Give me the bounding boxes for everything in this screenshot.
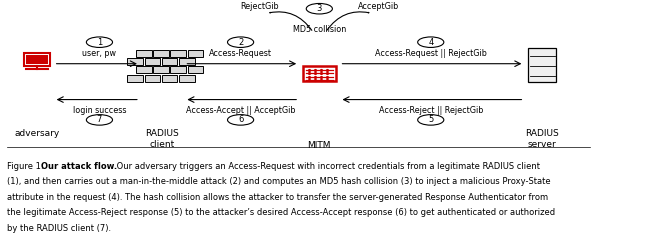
- Text: Access-Request || RejectGib: Access-Request || RejectGib: [375, 49, 487, 58]
- Bar: [179, 75, 194, 82]
- Text: the legitimate Access-Reject response (5) to the attacker’s desired Access-Accep: the legitimate Access-Reject response (5…: [7, 208, 555, 217]
- Text: 2: 2: [238, 38, 243, 47]
- Circle shape: [227, 115, 253, 125]
- Circle shape: [418, 115, 444, 125]
- Text: RADIUS
server: RADIUS server: [526, 129, 559, 149]
- Text: Access-Request: Access-Request: [209, 49, 272, 58]
- Text: 3: 3: [317, 4, 322, 13]
- FancyBboxPatch shape: [26, 55, 48, 64]
- Bar: [136, 50, 152, 57]
- Text: Our adversary triggers an Access-Request with incorrect credentials from a legit: Our adversary triggers an Access-Request…: [113, 162, 540, 171]
- Bar: [128, 75, 143, 82]
- FancyArrowPatch shape: [327, 12, 369, 30]
- Text: by the RADIUS client (7).: by the RADIUS client (7).: [7, 224, 111, 233]
- Text: login success: login success: [73, 106, 126, 115]
- Text: adversary: adversary: [14, 129, 60, 138]
- Bar: [188, 66, 203, 73]
- Bar: [170, 66, 186, 73]
- Text: 6: 6: [238, 115, 243, 124]
- Bar: [153, 50, 168, 57]
- Circle shape: [86, 115, 113, 125]
- Bar: [128, 58, 143, 65]
- Bar: [145, 58, 160, 65]
- Text: attribute in the request (4). The hash collision allows the attacker to transfer: attribute in the request (4). The hash c…: [7, 193, 548, 202]
- Text: 5: 5: [428, 115, 434, 124]
- Text: MITM: MITM: [308, 141, 331, 151]
- Text: 1: 1: [97, 38, 102, 47]
- Bar: [170, 50, 186, 57]
- Text: Access-Reject || RejectGib: Access-Reject || RejectGib: [378, 106, 483, 115]
- Text: Access-Accept || AcceptGib: Access-Accept || AcceptGib: [186, 106, 295, 115]
- FancyBboxPatch shape: [303, 65, 336, 81]
- Bar: [179, 58, 194, 65]
- Text: user, pw: user, pw: [82, 49, 117, 58]
- Text: RejectGib: RejectGib: [240, 2, 279, 11]
- FancyBboxPatch shape: [24, 53, 51, 66]
- Bar: [153, 66, 168, 73]
- Text: AcceptGib: AcceptGib: [358, 2, 399, 11]
- Text: 7: 7: [97, 115, 102, 124]
- Bar: [162, 58, 178, 65]
- Bar: [145, 75, 160, 82]
- Circle shape: [86, 37, 113, 47]
- Text: Figure 1:: Figure 1:: [7, 162, 47, 171]
- FancyBboxPatch shape: [528, 48, 557, 82]
- Bar: [136, 66, 152, 73]
- Bar: [188, 50, 203, 57]
- Circle shape: [307, 3, 332, 14]
- Bar: [162, 75, 178, 82]
- Circle shape: [227, 37, 253, 47]
- Circle shape: [418, 37, 444, 47]
- Text: 4: 4: [428, 38, 434, 47]
- FancyArrowPatch shape: [270, 12, 312, 30]
- Text: MD5 collision: MD5 collision: [293, 25, 346, 34]
- Text: (1), and then carries out a man-in-the-middle attack (2) and computes an MD5 has: (1), and then carries out a man-in-the-m…: [7, 177, 551, 186]
- Text: RADIUS
client: RADIUS client: [145, 129, 179, 149]
- Text: Our attack flow.: Our attack flow.: [41, 162, 117, 171]
